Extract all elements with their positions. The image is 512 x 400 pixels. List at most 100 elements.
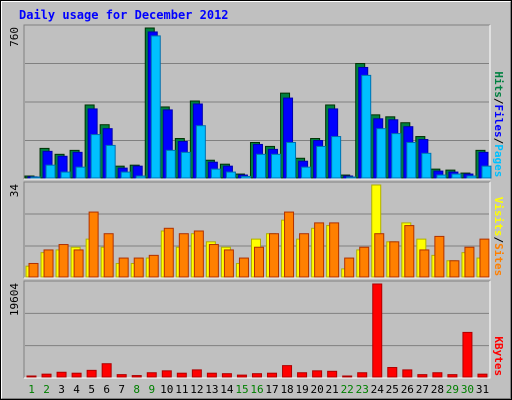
panel-top-legend: Hits/Files/Pages bbox=[492, 71, 505, 177]
bar-kbytes-day-2 bbox=[41, 373, 52, 378]
bar-sites-day-23 bbox=[359, 246, 370, 278]
bar-kbytes-day-24 bbox=[372, 283, 383, 378]
bar-kbytes-day-10 bbox=[161, 370, 172, 378]
bar-pages-day-29 bbox=[451, 173, 462, 179]
legend-item-slash: / bbox=[492, 237, 505, 244]
panel-bottom-legend: KBytes bbox=[492, 336, 505, 376]
bar-pages-day-18 bbox=[286, 141, 297, 179]
day-label-28: 28 bbox=[431, 383, 444, 396]
chart-title: Daily usage for December 2012 bbox=[19, 8, 229, 22]
bar-kbytes-day-19 bbox=[297, 372, 308, 378]
bar-sites-day-3 bbox=[58, 244, 69, 278]
panel-bottom-frame-highlight bbox=[24, 281, 491, 379]
bar-sites-day-30 bbox=[464, 246, 475, 278]
bar-pages-day-7 bbox=[120, 171, 131, 179]
bar-kbytes-day-21 bbox=[327, 370, 338, 378]
bar-pages-day-1 bbox=[30, 176, 41, 179]
bar-pages-day-27 bbox=[421, 152, 432, 179]
legend-item-slash: / bbox=[492, 138, 505, 145]
bar-pages-day-10 bbox=[165, 149, 176, 179]
panel-bottom-background bbox=[24, 281, 490, 378]
legend-item-kbytes: KBytes bbox=[492, 336, 505, 376]
legend-item-files: Files bbox=[492, 105, 505, 138]
day-label-21: 21 bbox=[326, 383, 339, 396]
day-label-2: 2 bbox=[43, 383, 50, 396]
bar-sites-day-29 bbox=[449, 260, 460, 278]
bar-pages-day-6 bbox=[105, 144, 116, 179]
bar-kbytes-day-30 bbox=[462, 331, 473, 378]
chart-panels: 760Hits/Files/Pages34Visits/Sites19604KB… bbox=[8, 24, 505, 379]
day-label-1: 1 bbox=[28, 383, 35, 396]
panel-top-max-label: 760 bbox=[8, 27, 21, 47]
bar-sites-day-7 bbox=[118, 257, 129, 278]
bar-kbytes-day-4 bbox=[71, 372, 82, 378]
day-label-8: 8 bbox=[133, 383, 140, 396]
bar-sites-day-1 bbox=[28, 262, 39, 278]
bar-sites-day-15 bbox=[238, 257, 249, 278]
day-label-11: 11 bbox=[175, 383, 188, 396]
day-label-17: 17 bbox=[265, 383, 278, 396]
bar-pages-day-26 bbox=[406, 141, 417, 179]
legend-item-sites: Sites bbox=[492, 243, 505, 276]
bar-sites-day-12 bbox=[193, 230, 204, 278]
bar-pages-day-30 bbox=[466, 175, 477, 179]
bar-pages-day-20 bbox=[316, 145, 327, 179]
day-label-3: 3 bbox=[58, 383, 65, 396]
bar-sites-day-27 bbox=[419, 249, 430, 278]
bar-pages-day-11 bbox=[180, 151, 191, 179]
day-labels: 1 2 3 4 5 6 7 8 9 10 11 12 13 14 15 16 17 18 19 20 21 22 23 24 2… bbox=[28, 383, 489, 396]
bar-pages-day-19 bbox=[301, 166, 312, 179]
bar-kbytes-day-15 bbox=[236, 374, 247, 378]
day-label-20: 20 bbox=[311, 383, 324, 396]
bar-pages-day-8 bbox=[135, 175, 146, 179]
bar-sites-day-17 bbox=[269, 233, 280, 278]
bar-sites-day-24 bbox=[374, 233, 385, 278]
day-label-19: 19 bbox=[295, 383, 308, 396]
panel-top-frame-highlight bbox=[24, 25, 491, 180]
bar-sites-day-6 bbox=[103, 233, 114, 278]
bar-sites-day-22 bbox=[344, 257, 355, 278]
bar-pages-day-21 bbox=[331, 136, 342, 179]
bar-kbytes-day-23 bbox=[357, 372, 368, 378]
panel-bottom-frame-shadow bbox=[23, 280, 490, 378]
bar-sites-day-4 bbox=[73, 249, 84, 278]
bar-pages-day-28 bbox=[436, 174, 447, 179]
bar-sites-day-31 bbox=[479, 238, 490, 278]
bar-kbytes-day-17 bbox=[267, 372, 278, 378]
bar-kbytes-day-28 bbox=[432, 372, 443, 378]
bar-pages-day-9 bbox=[150, 35, 161, 179]
panel-middle-max-label: 34 bbox=[8, 184, 21, 198]
bar-kbytes-day-27 bbox=[417, 374, 428, 378]
bar-sites-day-5 bbox=[88, 211, 99, 278]
day-label-13: 13 bbox=[205, 383, 218, 396]
panel-bottom-max-label: 19604 bbox=[8, 283, 21, 316]
bar-sites-day-9 bbox=[148, 254, 159, 278]
bar-pages-day-13 bbox=[210, 168, 221, 179]
bar-kbytes-day-9 bbox=[146, 372, 157, 378]
legend-item-hits: Hits bbox=[492, 71, 505, 98]
bar-sites-day-18 bbox=[284, 211, 295, 278]
bar-pages-day-16 bbox=[255, 153, 266, 179]
bar-kbytes-day-6 bbox=[101, 363, 112, 378]
day-label-24: 24 bbox=[371, 383, 385, 396]
bar-sites-day-19 bbox=[299, 233, 310, 278]
bar-pages-day-4 bbox=[75, 166, 86, 179]
legend-item-slash: / bbox=[492, 98, 505, 105]
bar-kbytes-day-25 bbox=[387, 367, 398, 378]
bar-sites-day-20 bbox=[314, 222, 325, 278]
bar-pages-day-2 bbox=[45, 164, 56, 179]
bar-sites-day-14 bbox=[223, 249, 234, 278]
bar-kbytes-day-14 bbox=[221, 373, 232, 378]
panel-middle-frame-highlight bbox=[24, 182, 491, 279]
bar-pages-day-14 bbox=[225, 171, 236, 179]
bar-kbytes-day-3 bbox=[56, 371, 67, 378]
day-label-22: 22 bbox=[341, 383, 354, 396]
day-label-5: 5 bbox=[88, 383, 95, 396]
bar-sites-day-10 bbox=[163, 227, 174, 278]
day-label-4: 4 bbox=[73, 383, 80, 396]
day-label-15: 15 bbox=[235, 383, 248, 396]
bar-pages-day-3 bbox=[60, 171, 71, 179]
bar-pages-day-22 bbox=[346, 176, 357, 179]
bar-kbytes-day-7 bbox=[116, 374, 127, 378]
